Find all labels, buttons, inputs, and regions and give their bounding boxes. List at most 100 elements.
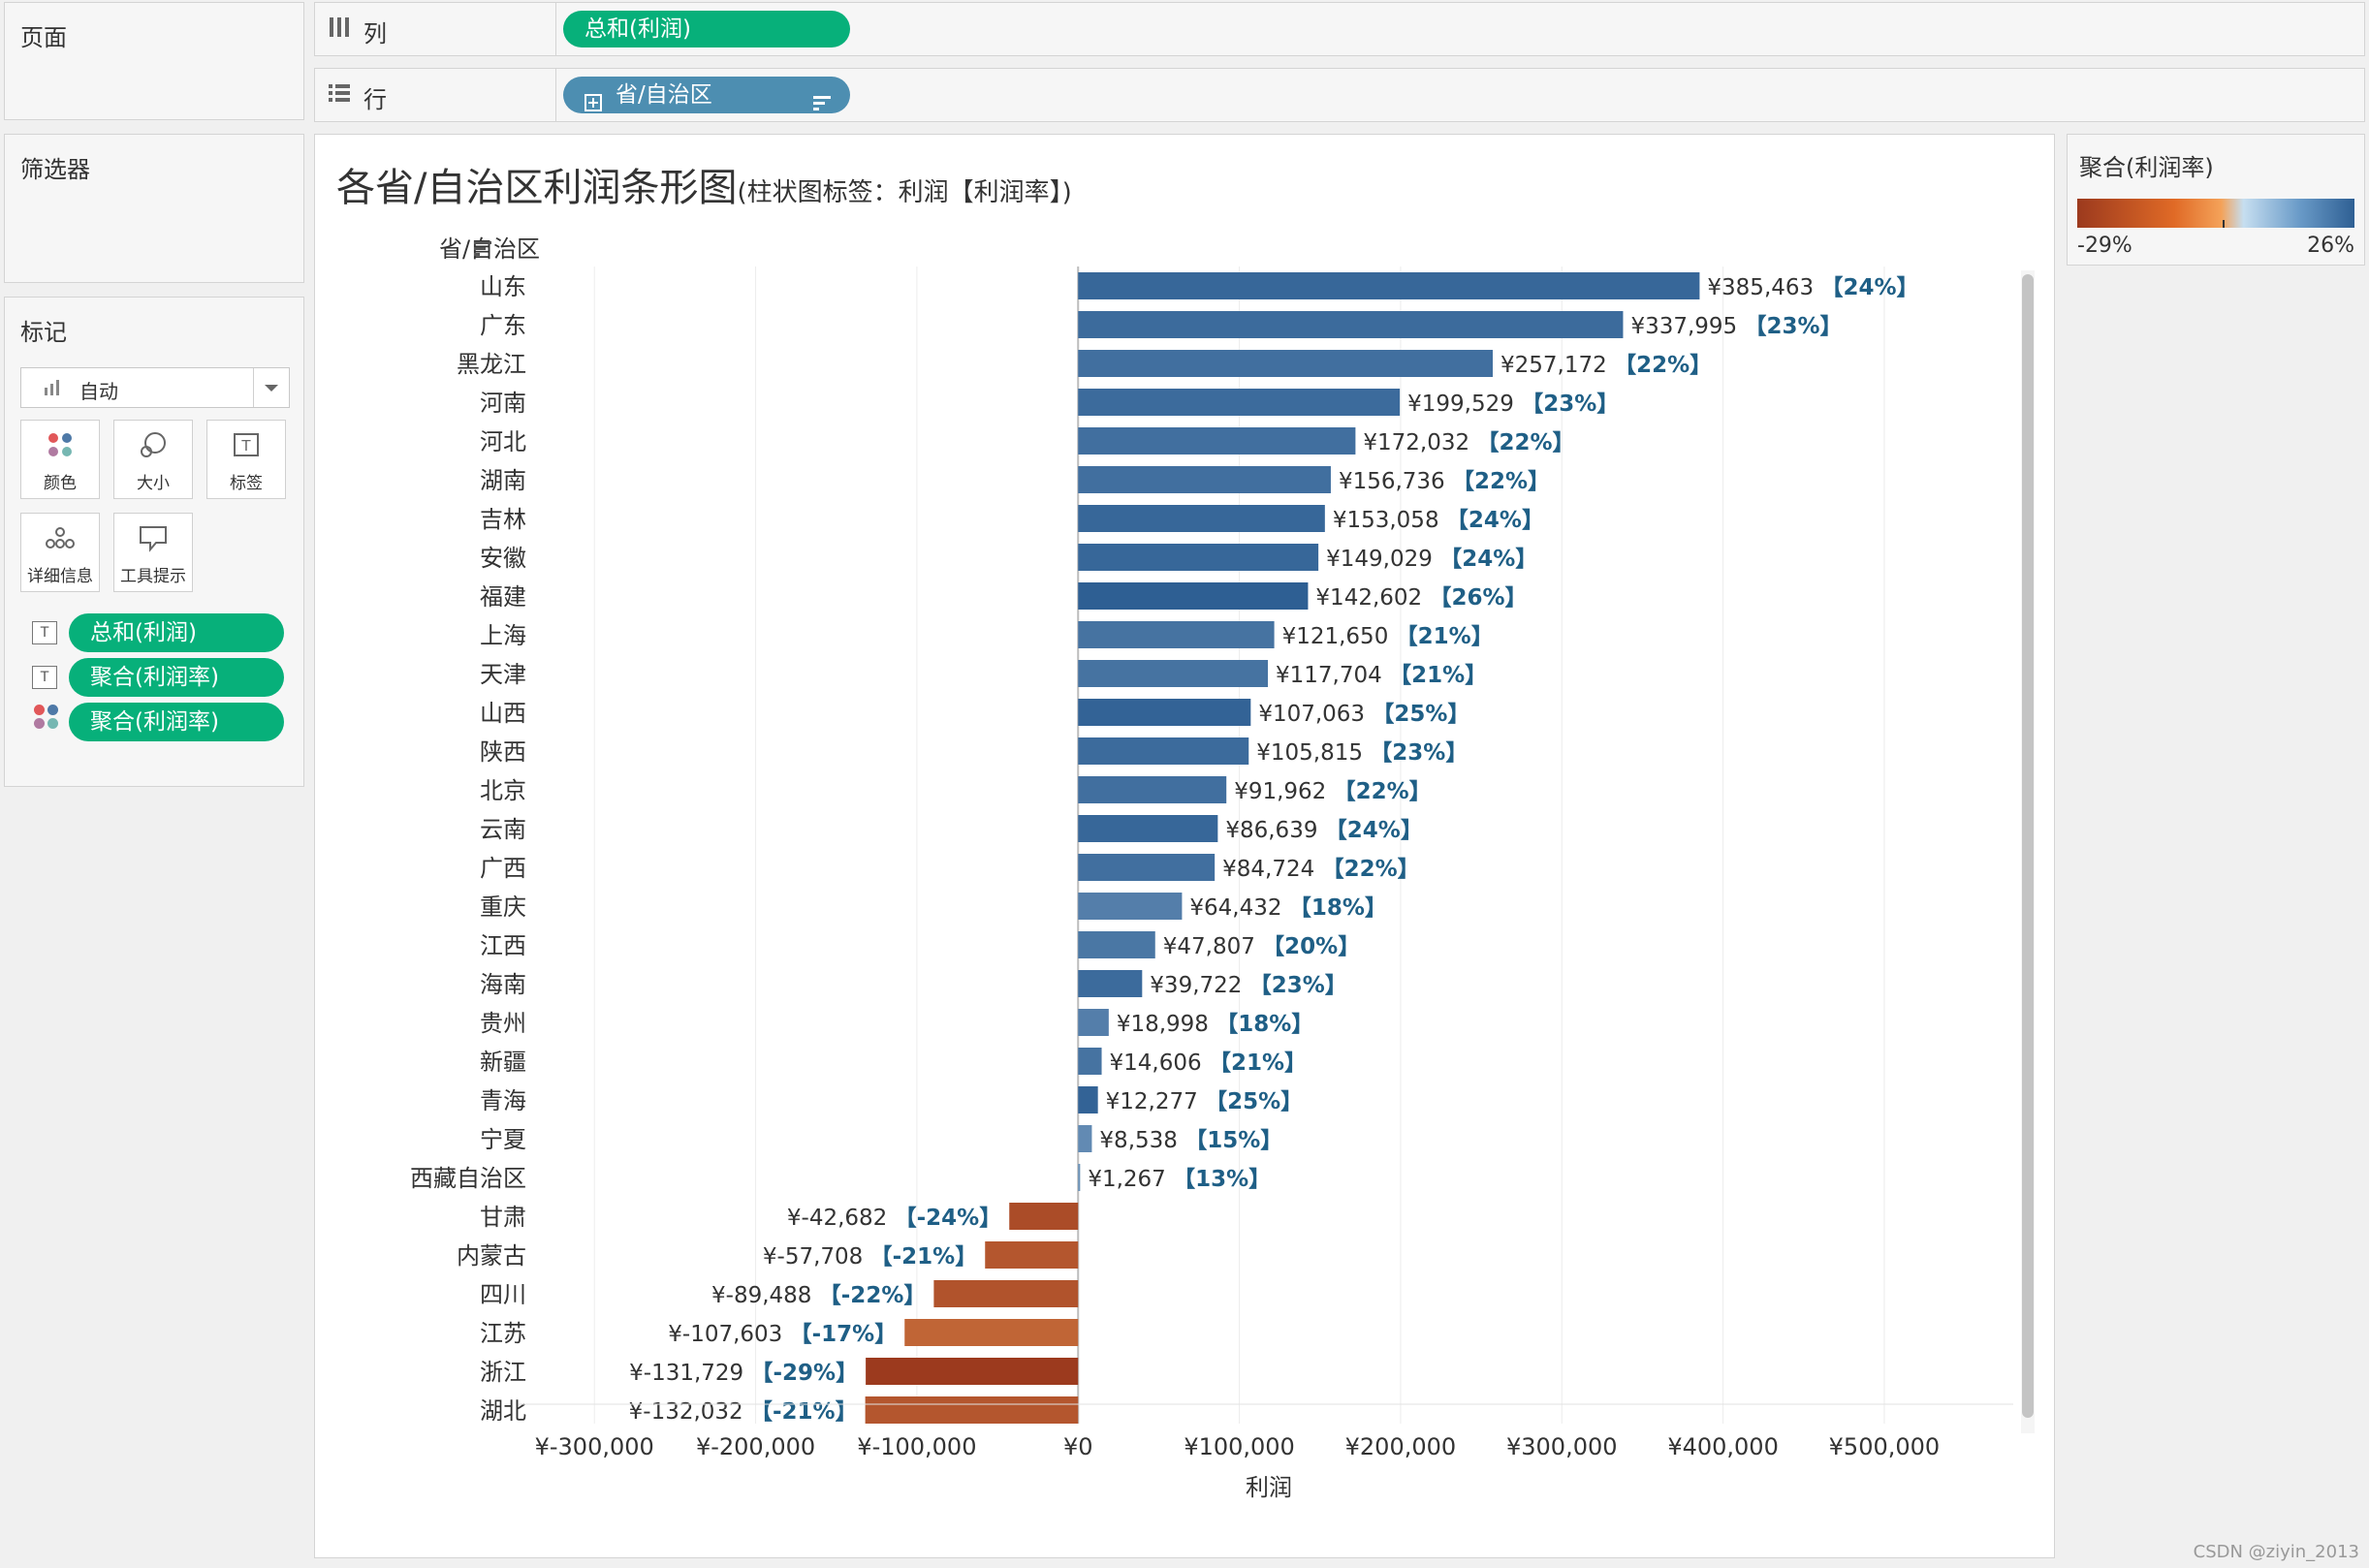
bar[interactable] bbox=[1078, 505, 1325, 532]
data-label: ¥385,463 【24%】 bbox=[1707, 275, 1918, 300]
columns-pill[interactable]: 总和(利润) bbox=[563, 11, 850, 47]
filters-panel[interactable]: 筛选器 bbox=[4, 134, 304, 283]
x-axis-title: 利润 bbox=[1246, 1474, 1292, 1501]
size-icon bbox=[114, 430, 192, 465]
marks-field-pill[interactable]: 总和(利润) bbox=[69, 613, 284, 652]
category-label: 吉林 bbox=[480, 506, 526, 533]
bar[interactable] bbox=[1078, 621, 1275, 648]
category-label: 上海 bbox=[480, 622, 526, 649]
expand-icon[interactable] bbox=[584, 86, 602, 123]
category-label: 海南 bbox=[480, 971, 526, 998]
bar[interactable] bbox=[1078, 699, 1251, 726]
data-label: ¥14,606 【21%】 bbox=[1110, 1051, 1307, 1076]
bar[interactable] bbox=[865, 1396, 1079, 1424]
data-label: ¥8,538 【15%】 bbox=[1099, 1128, 1282, 1153]
bar[interactable] bbox=[1078, 660, 1269, 687]
bar[interactable] bbox=[1078, 350, 1494, 377]
sort-icon[interactable] bbox=[474, 241, 491, 256]
bar[interactable] bbox=[1078, 1164, 1081, 1191]
data-label: ¥199,529 【23%】 bbox=[1407, 392, 1619, 417]
legend-title: 聚合(利润率) bbox=[2079, 154, 2214, 181]
data-label: ¥12,277 【25%】 bbox=[1106, 1089, 1303, 1114]
category-label: 四川 bbox=[480, 1281, 526, 1308]
data-label: ¥117,704 【21%】 bbox=[1276, 663, 1487, 688]
data-label: ¥47,807 【20%】 bbox=[1163, 934, 1360, 959]
category-label: 新疆 bbox=[480, 1049, 526, 1076]
color-icon bbox=[21, 430, 99, 465]
category-label: 河北 bbox=[480, 428, 526, 455]
category-label: 青海 bbox=[480, 1087, 526, 1114]
bar[interactable] bbox=[933, 1280, 1079, 1307]
label-icon: T bbox=[32, 621, 57, 644]
bar[interactable] bbox=[1078, 1086, 1098, 1113]
bar[interactable] bbox=[1078, 893, 1183, 920]
tooltip-card-label: 工具提示 bbox=[120, 567, 186, 586]
category-label: 河南 bbox=[480, 390, 526, 417]
label-card[interactable]: T 标签 bbox=[206, 420, 286, 499]
bar[interactable] bbox=[1078, 272, 1700, 299]
x-tick-label: ¥400,000 bbox=[1667, 1433, 1779, 1460]
bar[interactable] bbox=[1078, 854, 1216, 881]
chevron-down-icon[interactable] bbox=[253, 368, 289, 407]
bar[interactable] bbox=[985, 1241, 1079, 1269]
chart-subtitle: (柱状图标签：利润【利润率】) bbox=[737, 178, 1072, 207]
label-icon: T bbox=[207, 430, 285, 465]
marks-panel-title: 标记 bbox=[20, 319, 67, 346]
category-label: 云南 bbox=[480, 816, 526, 843]
bar[interactable] bbox=[1078, 582, 1309, 610]
marks-field-pill[interactable]: 聚合(利润率) bbox=[69, 658, 284, 697]
bar[interactable] bbox=[1078, 311, 1624, 338]
bar[interactable] bbox=[1078, 970, 1143, 997]
columns-shelf[interactable]: 列 总和(利润) bbox=[314, 2, 2365, 56]
bar[interactable] bbox=[1078, 815, 1218, 842]
chart-title: 各省/自治区利润条形图 bbox=[336, 166, 738, 210]
data-label: ¥149,029 【24%】 bbox=[1326, 547, 1537, 572]
bar[interactable] bbox=[1078, 389, 1401, 416]
x-tick-label: ¥-300,000 bbox=[535, 1433, 654, 1460]
category-label: 甘肃 bbox=[480, 1204, 526, 1231]
data-label: ¥121,650 【21%】 bbox=[1282, 624, 1494, 649]
size-card[interactable]: 大小 bbox=[113, 420, 193, 499]
scroll-mask bbox=[315, 1424, 1963, 1462]
data-label: ¥64,432 【18%】 bbox=[1189, 895, 1386, 921]
data-label: ¥-57,708 【-21%】 bbox=[763, 1244, 977, 1270]
bar[interactable] bbox=[904, 1319, 1079, 1346]
scrollbar-thumb[interactable] bbox=[2022, 274, 2034, 1418]
bar[interactable] bbox=[1078, 1048, 1102, 1075]
detail-card[interactable]: 详细信息 bbox=[20, 513, 100, 592]
data-label: ¥18,998 【18%】 bbox=[1117, 1012, 1313, 1037]
category-label: 宁夏 bbox=[480, 1126, 526, 1153]
mark-type-dropdown[interactable]: 自动 bbox=[20, 367, 290, 408]
bar[interactable] bbox=[1078, 1125, 1092, 1152]
bar[interactable] bbox=[1078, 544, 1319, 571]
bar[interactable] bbox=[866, 1358, 1079, 1385]
pages-panel[interactable]: 页面 bbox=[4, 2, 304, 120]
bar[interactable] bbox=[1078, 737, 1249, 765]
category-label: 山东 bbox=[480, 273, 526, 300]
data-label: ¥84,724 【22%】 bbox=[1222, 857, 1419, 882]
tooltip-icon bbox=[114, 523, 192, 558]
worksheet-view: 各省/自治区利润条形图(柱状图标签：利润【利润率】) 省/自治区 山东 ¥385,4… bbox=[314, 134, 2055, 1558]
color-legend[interactable]: 聚合(利润率) -29% 26% bbox=[2067, 134, 2365, 266]
category-label: 黑龙江 bbox=[457, 351, 526, 378]
bar[interactable] bbox=[1078, 931, 1155, 958]
bar[interactable] bbox=[1078, 1009, 1109, 1036]
color-card[interactable]: 颜色 bbox=[20, 420, 100, 499]
tooltip-card[interactable]: 工具提示 bbox=[113, 513, 193, 592]
data-label: ¥153,058 【24%】 bbox=[1333, 508, 1544, 533]
data-label: ¥172,032 【22%】 bbox=[1363, 430, 1574, 455]
category-label: 广东 bbox=[480, 312, 526, 339]
category-label: 湖北 bbox=[480, 1397, 526, 1425]
data-label: ¥156,736 【22%】 bbox=[1339, 469, 1550, 494]
bar[interactable] bbox=[1009, 1203, 1079, 1230]
bar[interactable] bbox=[1078, 466, 1331, 493]
data-label: ¥86,639 【24%】 bbox=[1225, 818, 1422, 843]
rows-shelf-title: 行 bbox=[363, 86, 387, 113]
bar[interactable] bbox=[1078, 776, 1227, 803]
rows-shelf[interactable]: 行 省/自治区 bbox=[314, 68, 2365, 122]
marks-field-pill[interactable]: 聚合(利润率) bbox=[69, 703, 284, 741]
bar[interactable] bbox=[1078, 427, 1356, 455]
sort-icon[interactable] bbox=[811, 86, 833, 123]
data-label: ¥1,267 【13%】 bbox=[1088, 1167, 1271, 1192]
rows-pill[interactable]: 省/自治区 bbox=[563, 77, 850, 113]
